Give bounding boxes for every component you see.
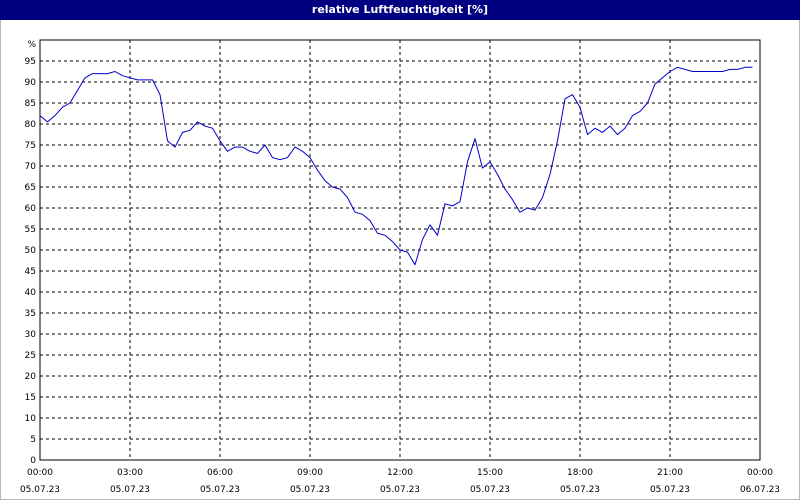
y-tick-label: 15 <box>25 393 36 403</box>
x-tick-time-label: 12:00 <box>387 468 413 478</box>
x-tick-time-label: 09:00 <box>297 468 323 478</box>
x-tick-date-label: 05.07.23 <box>470 485 510 495</box>
x-tick-date-label: 05.07.23 <box>650 485 690 495</box>
x-tick-date-label: 05.07.23 <box>200 485 240 495</box>
x-tick-date-label: 05.07.23 <box>110 485 150 495</box>
y-tick-label: 70 <box>25 162 37 172</box>
x-tick-time-label: 00:00 <box>747 468 773 478</box>
y-tick-label: 55 <box>25 225 36 235</box>
x-tick-time-label: 06:00 <box>207 468 233 478</box>
y-tick-label: 25 <box>25 351 36 361</box>
y-tick-label: 0 <box>30 456 36 466</box>
y-tick-label: 95 <box>25 57 36 67</box>
x-tick-time-label: 21:00 <box>657 468 683 478</box>
x-tick-time-label: 00:00 <box>27 468 53 478</box>
y-tick-label: 85 <box>25 99 36 109</box>
x-tick-date-label: 05.07.23 <box>560 485 600 495</box>
y-axis: 0 5 10 15 20 25 30 35 40 45 50 55 60 65 70 75 80 85 90 95 <box>25 57 37 466</box>
y-tick-label: 5 <box>30 435 36 445</box>
series-layer <box>39 66 753 266</box>
y-tick-label: 80 <box>25 120 37 130</box>
x-tick-date-label: 05.07.23 <box>380 485 420 495</box>
y-tick-label: 35 <box>25 309 36 319</box>
y-tick-label: 60 <box>25 204 37 214</box>
x-tick-time-label: 15:00 <box>477 468 503 478</box>
y-tick-label: 10 <box>25 414 37 424</box>
y-tick-label: 20 <box>25 372 37 382</box>
plot-area <box>39 39 761 461</box>
x-axis: 00:00 05.07.23 03:00 05.07.23 06:00 05.07.23 0… <box>20 468 780 495</box>
y-tick-label: 45 <box>25 267 36 277</box>
x-tick-date-label: 05.07.23 <box>290 485 330 495</box>
y-tick-label: 65 <box>25 183 36 193</box>
x-tick-time-label: 03:00 <box>117 468 143 478</box>
y-tick-label: 40 <box>25 288 37 298</box>
x-tick-date-label: 06.07.23 <box>740 485 780 495</box>
y-tick-label: 30 <box>25 330 37 340</box>
y-tick-label: 50 <box>25 246 37 256</box>
y-axis-unit-label: % <box>27 40 36 50</box>
x-tick-date-label: 05.07.23 <box>20 485 60 495</box>
chart-title: relative Luftfeuchtigkeit [%] <box>0 0 800 20</box>
y-tick-label: 90 <box>25 78 37 88</box>
y-tick-label: 75 <box>25 141 36 151</box>
x-tick-time-label: 18:00 <box>567 468 593 478</box>
humidity-series-line <box>39 66 753 266</box>
